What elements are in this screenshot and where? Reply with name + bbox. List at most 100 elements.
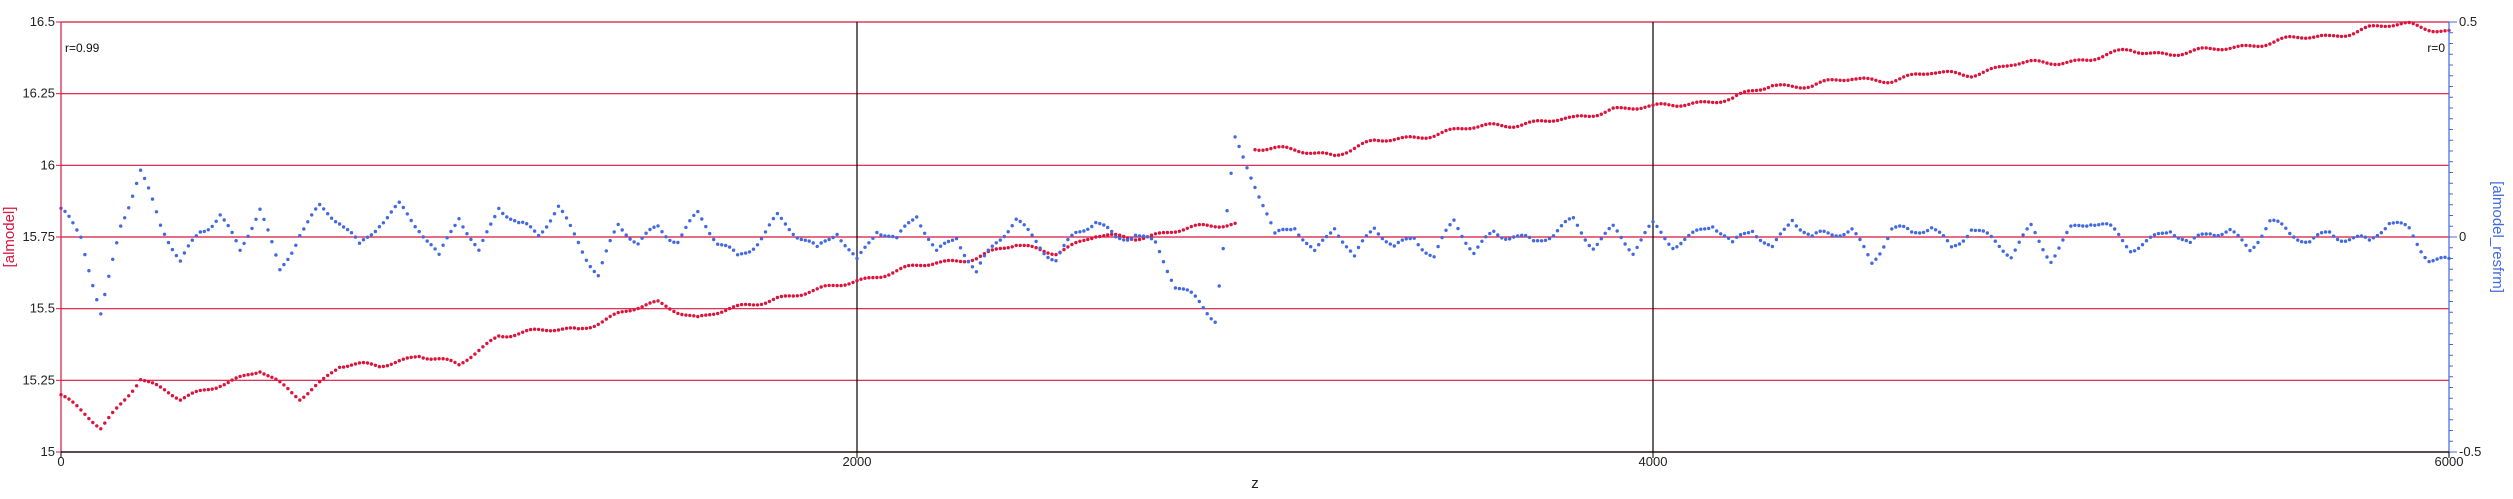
data-point: [150, 381, 155, 385]
data-point: [1611, 106, 1615, 110]
data-point: [1663, 102, 1667, 106]
data-point: [2359, 234, 2364, 238]
data-point: [270, 375, 274, 379]
data-point: [2049, 260, 2053, 265]
data-point: [863, 276, 867, 280]
data-point: [1034, 246, 1038, 250]
data-point: [2176, 53, 2181, 57]
data-point: [1074, 230, 1078, 235]
y-tick-label-right: 0.5: [2459, 14, 2477, 29]
data-point: [676, 240, 680, 245]
data-point: [1977, 228, 1982, 233]
data-point: [1818, 229, 1822, 233]
data-point: [1145, 235, 1150, 239]
data-point: [2363, 25, 2368, 30]
data-point: [1420, 136, 1424, 140]
data-point: [1193, 223, 1198, 227]
data-point: [1762, 87, 1767, 91]
data-point: [1388, 138, 1393, 143]
data-point: [2049, 62, 2053, 66]
data-point: [166, 391, 171, 395]
data-point: [1683, 237, 1687, 242]
data-point: [2335, 34, 2340, 38]
data-point: [1432, 255, 1436, 259]
data-point: [1754, 235, 1759, 239]
data-point: [720, 243, 724, 247]
data-point: [489, 222, 493, 226]
data-point: [1189, 290, 1194, 294]
data-point: [656, 224, 660, 228]
data-point: [1484, 122, 1488, 127]
data-point: [1372, 226, 1377, 230]
data-point: [751, 247, 756, 251]
data-point: [1894, 225, 1898, 229]
data-point: [1277, 228, 1281, 233]
data-point: [202, 229, 206, 234]
data-point: [1854, 77, 1858, 81]
data-point: [509, 334, 513, 339]
data-point: [1122, 234, 1126, 239]
data-point: [1738, 233, 1743, 237]
data-point: [1436, 244, 1440, 249]
data-point: [521, 330, 525, 334]
data-point: [1476, 125, 1480, 129]
data-point: [501, 211, 505, 216]
data-point: [1169, 230, 1174, 235]
data-point: [266, 228, 270, 232]
data-point: [680, 233, 684, 237]
data-point: [1997, 244, 2002, 249]
data-point: [1635, 245, 1639, 250]
data-point: [477, 348, 481, 353]
data-point: [1890, 80, 1894, 85]
data-point: [2387, 221, 2391, 226]
data-point: [134, 384, 139, 388]
data-point: [1850, 77, 1854, 82]
data-point: [2367, 24, 2372, 28]
data-point: [178, 398, 183, 402]
data-point: [1671, 246, 1675, 251]
data-point: [2252, 44, 2256, 48]
data-point: [1591, 114, 1596, 119]
data-point: [2431, 259, 2435, 263]
data-point: [2264, 43, 2268, 48]
data-point: [724, 243, 728, 248]
data-point: [238, 374, 242, 379]
data-point: [357, 361, 362, 365]
data-point: [1336, 234, 1341, 238]
data-point: [1886, 81, 1890, 85]
data-point: [1707, 100, 1711, 104]
data-point: [1778, 232, 1783, 236]
data-point: [238, 248, 242, 252]
data-point: [735, 303, 740, 308]
data-point: [429, 243, 433, 247]
data-point: [2005, 64, 2009, 68]
data-point: [1623, 106, 1627, 110]
data-point: [1392, 244, 1397, 248]
data-point: [727, 306, 732, 311]
data-point: [1388, 242, 1393, 246]
data-point: [1834, 234, 1838, 238]
data-point: [1384, 139, 1389, 143]
data-point: [1030, 244, 1034, 249]
data-point: [2085, 58, 2089, 62]
data-point: [178, 259, 183, 263]
data-point: [1941, 234, 1946, 238]
data-point: [1949, 69, 1954, 74]
data-point: [521, 220, 525, 224]
data-point: [2001, 64, 2005, 69]
y-tick-label-left: 15.25: [22, 372, 55, 387]
data-point: [1392, 138, 1397, 142]
data-point: [2443, 255, 2447, 259]
data-point: [2097, 56, 2101, 61]
data-point: [1301, 238, 1305, 242]
data-point: [2284, 35, 2288, 39]
data-point: [1082, 229, 1086, 233]
data-point: [596, 274, 600, 278]
data-point: [688, 219, 692, 223]
data-point: [262, 217, 266, 222]
data-point: [1591, 247, 1596, 251]
data-point: [803, 238, 807, 242]
data-point: [1671, 103, 1675, 108]
data-point: [2375, 233, 2380, 238]
data-point: [1961, 73, 1966, 77]
